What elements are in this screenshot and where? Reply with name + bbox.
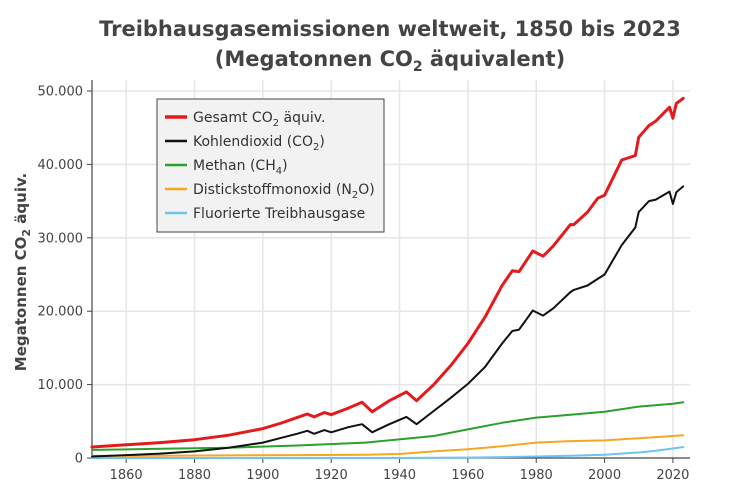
y-axis-label: Megatonnen CO2 äquiv. xyxy=(12,173,33,371)
y-tick-label: 0 xyxy=(75,452,83,467)
y-tick-label: 30.000 xyxy=(38,231,84,246)
x-tick-label: 1960 xyxy=(451,468,484,483)
legend-label-2: Methan (CH4) xyxy=(193,158,288,177)
x-tick-label: 1880 xyxy=(178,468,211,483)
x-tick-label: 1920 xyxy=(315,468,348,483)
series-line-3 xyxy=(91,434,685,457)
x-tick-label: 2020 xyxy=(656,468,689,483)
axis-layer: 1860 1880 1900 1920 1940 1960 1980 2000 2020 0 10.… xyxy=(38,80,690,483)
series-layer xyxy=(90,96,685,459)
series-line-2 xyxy=(91,401,685,451)
title-line2-end: äquivalent) xyxy=(423,47,566,71)
ylabel-sub: 2 xyxy=(20,229,33,237)
y-tick-label: 40.000 xyxy=(38,158,84,173)
x-tick-label: 1980 xyxy=(520,468,553,483)
series-line-0 xyxy=(90,96,685,449)
chart-title-line1: Treibhausgasemissionen weltweit, 1850 bi… xyxy=(99,17,681,41)
title-line2-main: (Megatonnen CO xyxy=(215,47,413,71)
y-tick-label: 20.000 xyxy=(38,305,84,320)
y-tick-label: 50.000 xyxy=(38,85,84,100)
ylabel-main: Megatonnen CO xyxy=(12,237,30,372)
title-line2-sub: 2 xyxy=(413,59,423,75)
ylabel-end: äquiv. xyxy=(12,173,30,229)
chart-title-line2: (Megatonnen CO2 äquivalent) xyxy=(215,47,565,75)
y-tick-label: 10.000 xyxy=(38,378,84,393)
legend-items: Gesamt CO2 äquiv. Kohlendioxid (CO2) Metha… xyxy=(165,110,375,222)
legend-label-1: Kohlendioxid (CO2) xyxy=(193,134,325,153)
legend-label-0: Gesamt CO2 äquiv. xyxy=(193,110,325,129)
grid-layer xyxy=(92,80,690,458)
x-tick-label: 1900 xyxy=(246,468,279,483)
series-line-4 xyxy=(91,446,685,459)
x-tick-label: 1940 xyxy=(383,468,416,483)
legend-box xyxy=(156,98,385,233)
legend-label-3: Distickstoffmonoxid (N2O) xyxy=(193,182,375,201)
legend: Gesamt CO2 äquiv. Kohlendioxid (CO2) Metha… xyxy=(156,98,385,233)
x-tick-label: 1860 xyxy=(110,468,143,483)
x-tick-label: 2000 xyxy=(588,468,621,483)
legend-label-4: Fluorierte Treibhausgase xyxy=(193,206,365,222)
series-line-1 xyxy=(91,185,685,458)
